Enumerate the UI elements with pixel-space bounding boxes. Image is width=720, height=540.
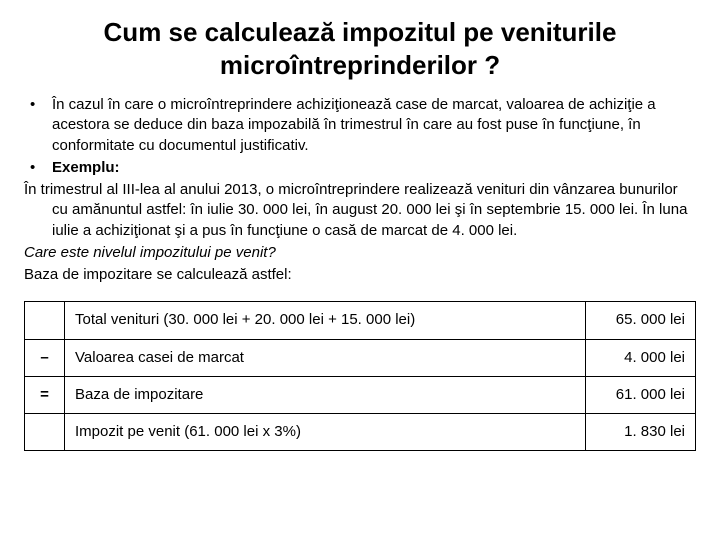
desc-cell: Impozit pe venit (61. 000 lei x 3%) xyxy=(65,414,586,451)
value-cell: 4. 000 lei xyxy=(586,339,696,376)
bullet-marker: • xyxy=(24,95,52,156)
calc-intro: Baza de impozitare se calculează astfel: xyxy=(24,265,696,285)
table-row: – Valoarea casei de marcat 4. 000 lei xyxy=(25,339,696,376)
table-row: Impozit pe venit (61. 000 lei x 3%) 1. 8… xyxy=(25,414,696,451)
op-cell xyxy=(25,302,65,339)
op-cell xyxy=(25,414,65,451)
table-row: Total venituri (30. 000 lei + 20. 000 le… xyxy=(25,302,696,339)
bullet-text: Exemplu: xyxy=(52,158,696,178)
bullet-item: • În cazul în care o microîntreprindere … xyxy=(24,95,696,156)
value-cell: 61. 000 lei xyxy=(586,376,696,413)
question-line: Care este nivelul impozitului pe venit? xyxy=(24,243,696,263)
op-cell: – xyxy=(25,339,65,376)
desc-cell: Total venituri (30. 000 lei + 20. 000 le… xyxy=(65,302,586,339)
content-block: • În cazul în care o microîntreprindere … xyxy=(24,95,696,451)
table-row: = Baza de impozitare 61. 000 lei xyxy=(25,376,696,413)
page-title: Cum se calculează impozitul pe venituril… xyxy=(64,16,656,81)
value-cell: 65. 000 lei xyxy=(586,302,696,339)
value-cell: 1. 830 lei xyxy=(586,414,696,451)
bullet-text: În cazul în care o microîntreprindere ac… xyxy=(52,95,696,156)
example-paragraph: În trimestrul al III-lea al anului 2013,… xyxy=(24,180,696,241)
bullet-marker: • xyxy=(24,158,52,178)
bullet-item: • Exemplu: xyxy=(24,158,696,178)
desc-cell: Baza de impozitare xyxy=(65,376,586,413)
op-cell: = xyxy=(25,376,65,413)
desc-cell: Valoarea casei de marcat xyxy=(65,339,586,376)
calculation-table: Total venituri (30. 000 lei + 20. 000 le… xyxy=(24,301,696,451)
